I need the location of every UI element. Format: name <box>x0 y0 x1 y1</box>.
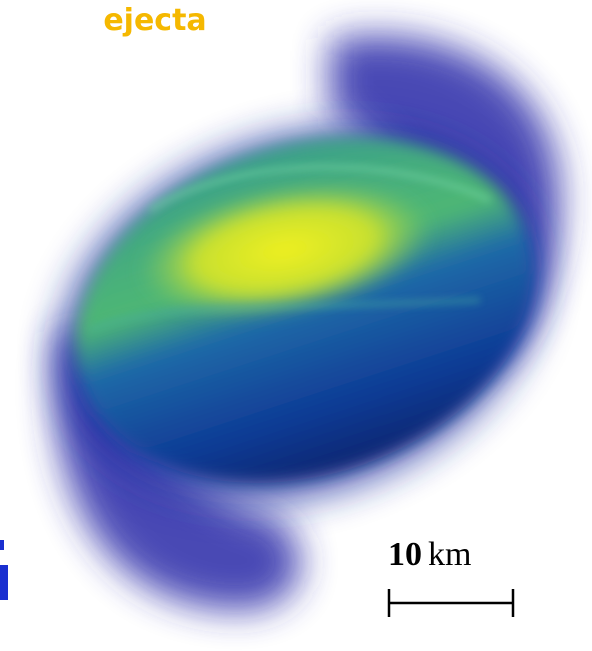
scale-value: 10 <box>388 536 422 573</box>
image: ejecta 10 km <box>0 0 592 651</box>
cropped-glyph <box>0 540 4 550</box>
cropped-glyph <box>0 565 8 600</box>
simulation-render <box>4 35 592 610</box>
scale-unit: km <box>428 536 471 573</box>
scale-bar <box>389 589 513 617</box>
ejecta-label: ejecta <box>103 3 206 38</box>
